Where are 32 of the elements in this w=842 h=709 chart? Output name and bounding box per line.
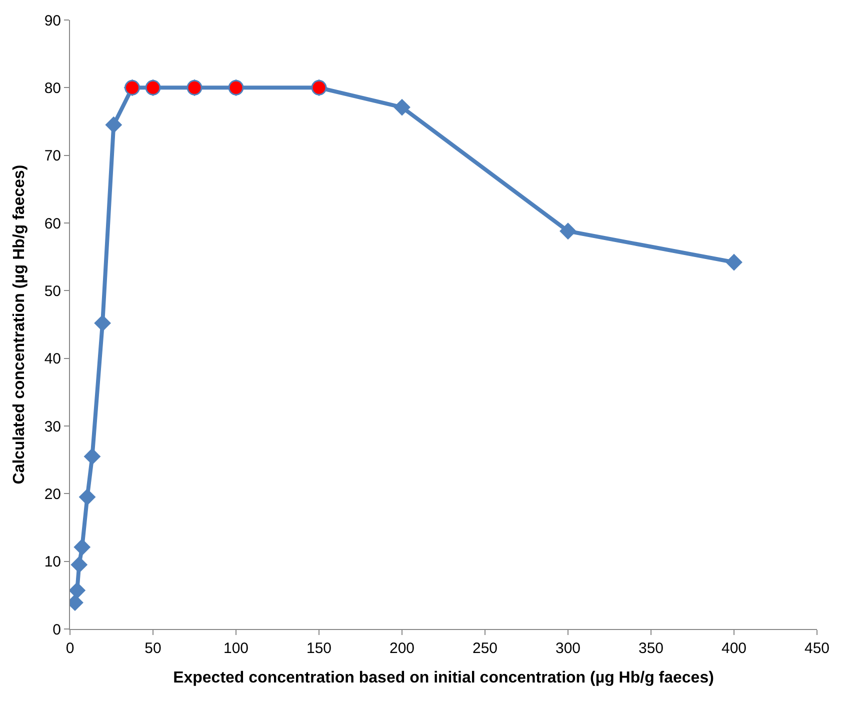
- x-axis-title: Expected concentration based on initial concentration (µg Hb/g faeces): [173, 670, 714, 687]
- point: [726, 254, 742, 271]
- x-tick-label: 0: [66, 640, 74, 657]
- x-tick-label: 100: [223, 640, 249, 657]
- point: [70, 582, 86, 599]
- y-tick-label: 80: [44, 80, 61, 97]
- point: [94, 314, 111, 332]
- y-tick-label: 50: [44, 282, 61, 300]
- point: [70, 556, 88, 574]
- point: [74, 538, 91, 556]
- x-tick-label: 450: [804, 640, 830, 657]
- y-tick-label: 70: [44, 148, 61, 165]
- y-tick-label: 20: [44, 486, 61, 503]
- x-tick-label: 50: [144, 640, 162, 657]
- y-tick-label: 60: [44, 215, 61, 232]
- x-tick-label: 200: [389, 640, 415, 657]
- x-tick-label: 150: [306, 640, 332, 657]
- y-tick-label: 30: [44, 418, 61, 436]
- x-tick-label: 300: [555, 640, 581, 657]
- point: [78, 488, 96, 506]
- x-tick-label: 250: [472, 640, 498, 657]
- y-axis-title: Calculated concentration (µg Hb/g faeces): [11, 164, 28, 484]
- y-tick-label: 10: [44, 554, 61, 571]
- point: [84, 448, 101, 465]
- y-tick-label: 0: [52, 621, 61, 638]
- point: [105, 116, 122, 134]
- y-tick-label: 40: [44, 350, 61, 368]
- point: [560, 222, 576, 240]
- x-tick-label: 400: [721, 640, 747, 657]
- y-tick-label: 90: [44, 12, 61, 30]
- x-tick-label: 350: [638, 640, 664, 657]
- point: [394, 98, 410, 116]
